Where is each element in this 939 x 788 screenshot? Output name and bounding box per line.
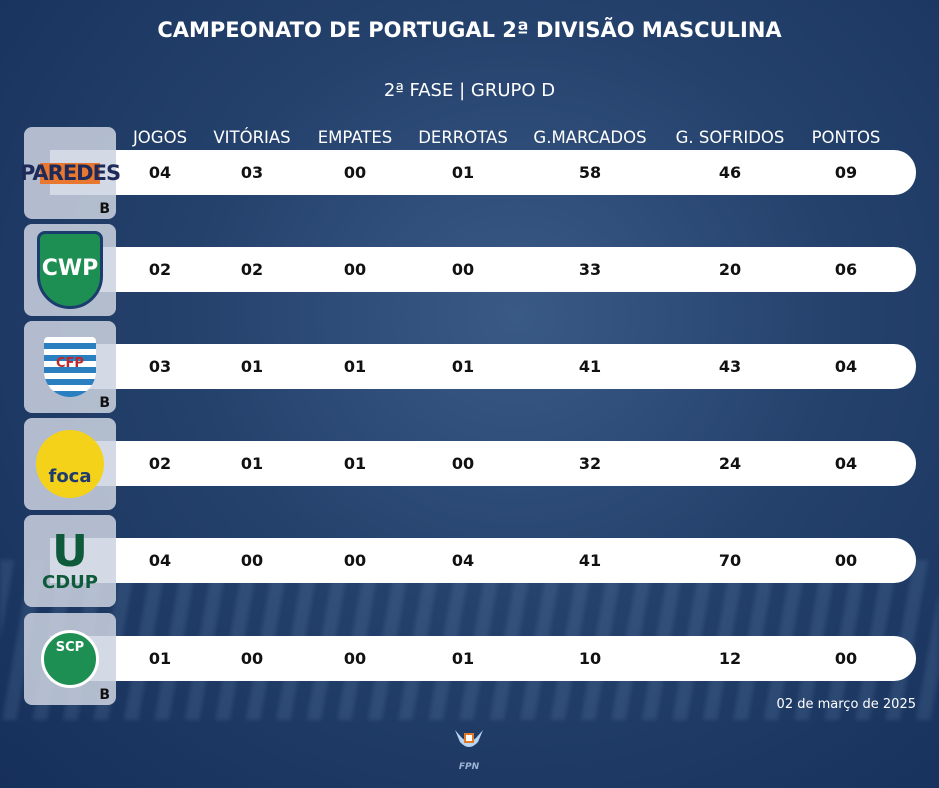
stat-cell-vitrias: 00: [240, 551, 264, 570]
stat-cell-vitrias: 02: [240, 260, 264, 279]
stat-cell-gsofridos: 43: [718, 357, 742, 376]
stat-cell-pontos: 00: [834, 551, 858, 570]
stat-cell-gmarcados: 41: [578, 551, 602, 570]
stat-cell-derrotas: 04: [451, 551, 475, 570]
stat-cell-gmarcados: 58: [578, 163, 602, 182]
team-logo: CWP: [24, 224, 116, 316]
team-logo-text: foca: [48, 466, 92, 487]
stat-cell-empates: 01: [343, 454, 367, 473]
row-bar: [50, 150, 916, 195]
stat-cell-empates: 00: [343, 649, 367, 668]
team-logo-text: CDUP: [42, 572, 98, 593]
team-logo: foca: [24, 418, 116, 510]
column-header: VITÓRIAS: [213, 128, 291, 147]
stat-cell-derrotas: 00: [451, 454, 475, 473]
column-header: G. SOFRIDOS: [675, 128, 785, 147]
stat-cell-jogos: 03: [148, 357, 172, 376]
stat-cell-vitrias: 01: [240, 454, 264, 473]
team-logo-text: PAREDES: [19, 160, 121, 185]
stat-cell-pontos: 09: [834, 163, 858, 182]
column-header: JOGOS: [132, 128, 188, 147]
row-bar: [50, 636, 916, 681]
table-row: CFP B 03 01 01 01 41 43 04: [0, 321, 939, 413]
row-bar: [50, 344, 916, 389]
stat-cell-derrotas: 01: [451, 649, 475, 668]
team-logo: U CDUP: [24, 515, 116, 607]
team-badge: B: [99, 687, 110, 703]
table-row: PAREDES B 04 03 00 01 58 46 09: [0, 127, 939, 219]
team-logo: CFP B: [24, 321, 116, 413]
stat-cell-empates: 00: [343, 551, 367, 570]
team-logo: SCP B: [24, 613, 116, 705]
team-logo-text: CWP: [41, 256, 99, 281]
stat-cell-jogos: 04: [148, 551, 172, 570]
stat-cell-empates: 01: [343, 357, 367, 376]
row-bar: [50, 441, 916, 486]
column-header: PONTOS: [811, 128, 881, 147]
row-bar: [50, 538, 916, 583]
stat-cell-gmarcados: 33: [578, 260, 602, 279]
stat-cell-gmarcados: 10: [578, 649, 602, 668]
stat-cell-vitrias: 00: [240, 649, 264, 668]
table-row: U CDUP 04 00 00 04 41 70 00: [0, 515, 939, 607]
stat-cell-vitrias: 01: [240, 357, 264, 376]
stat-cell-gsofridos: 12: [718, 649, 742, 668]
date-label: 02 de março de 2025: [776, 697, 916, 712]
stat-cell-jogos: 02: [148, 260, 172, 279]
stat-cell-pontos: 00: [834, 649, 858, 668]
column-header: EMPATES: [317, 128, 393, 147]
stat-cell-gsofridos: 24: [718, 454, 742, 473]
stat-cell-empates: 00: [343, 260, 367, 279]
stat-cell-gmarcados: 41: [578, 357, 602, 376]
column-header: G.MARCADOS: [533, 128, 647, 147]
table-row: SCP B 01 00 00 01 10 12 00: [0, 613, 939, 705]
team-badge: B: [99, 201, 110, 217]
stat-cell-derrotas: 01: [451, 357, 475, 376]
stat-cell-jogos: 01: [148, 649, 172, 668]
page-subtitle: 2ª FASE | GRUPO D: [383, 80, 556, 101]
page-title: CAMPEONATO DE PORTUGAL 2ª DIVISÃO MASCUL…: [157, 18, 782, 42]
stat-cell-gsofridos: 20: [718, 260, 742, 279]
team-logo: PAREDES B: [19, 127, 121, 219]
stat-cell-pontos: 04: [834, 454, 858, 473]
table-row: foca 02 01 01 00 32 24 04: [0, 418, 939, 510]
column-header: DERROTAS: [418, 128, 508, 147]
fpn-logo: FPN: [452, 728, 486, 772]
team-badge: B: [99, 395, 110, 411]
stat-cell-gsofridos: 70: [718, 551, 742, 570]
stat-cell-jogos: 04: [148, 163, 172, 182]
team-logo-text: CFP: [56, 356, 84, 371]
stat-cell-empates: 00: [343, 163, 367, 182]
stat-cell-derrotas: 00: [451, 260, 475, 279]
stat-cell-gmarcados: 32: [578, 454, 602, 473]
row-bar: [50, 247, 916, 292]
stat-cell-gsofridos: 46: [718, 163, 742, 182]
stat-cell-derrotas: 01: [451, 163, 475, 182]
stat-cell-pontos: 06: [834, 260, 858, 279]
stat-cell-pontos: 04: [834, 357, 858, 376]
team-logo-text: SCP: [55, 640, 85, 655]
stat-cell-vitrias: 03: [240, 163, 264, 182]
table-row: CWP 02 02 00 00 33 20 06: [0, 224, 939, 316]
stat-cell-jogos: 02: [148, 454, 172, 473]
